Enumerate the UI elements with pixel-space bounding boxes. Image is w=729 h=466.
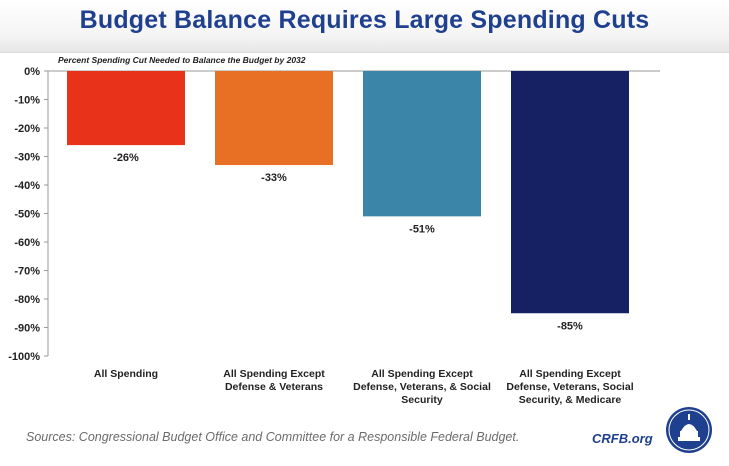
data-label: -26% xyxy=(113,152,139,164)
y-tick-label: -30% xyxy=(14,152,40,164)
x-tick-label: Defense & Veterans xyxy=(225,381,323,393)
value-labels: -26% -33% -51% -85% xyxy=(113,152,583,332)
y-tick-label: -90% xyxy=(14,323,40,335)
data-label: -51% xyxy=(409,223,435,235)
y-tick-label: -50% xyxy=(14,209,40,221)
y-tick-label: -70% xyxy=(14,266,40,278)
chart-subtitle: Percent Spending Cut Needed to Balance t… xyxy=(58,55,306,65)
y-tick-label: -20% xyxy=(14,123,40,135)
y-tick-label: -40% xyxy=(14,180,40,192)
data-label: -85% xyxy=(557,320,583,332)
capitol-dome-seal-icon xyxy=(666,407,712,453)
x-tick-label: All Spending Except xyxy=(223,368,325,380)
x-tick-label: All Spending Except xyxy=(519,368,621,380)
chart-title: Budget Balance Requires Large Spending C… xyxy=(79,6,650,34)
bar-chart: 0% -10% -20% -30% -40% -50% -60% -70% -80% -90% -1… xyxy=(8,66,660,406)
bars xyxy=(67,71,629,314)
x-tick-label: Security, & Medicare xyxy=(519,394,622,406)
x-tick-label: All Spending Except xyxy=(371,368,473,380)
y-tick-label: -60% xyxy=(14,237,40,249)
y-tick-label: 0% xyxy=(24,66,40,78)
y-tick-label: -100% xyxy=(8,351,40,363)
x-tick-label: All Spending xyxy=(94,368,158,380)
bar xyxy=(363,71,481,217)
bar xyxy=(215,71,333,166)
data-label: -33% xyxy=(261,172,287,184)
bar xyxy=(511,71,629,314)
x-tick-label: Defense, Veterans, & Social xyxy=(353,381,491,393)
bar xyxy=(67,71,185,146)
y-tick-label: -10% xyxy=(14,95,40,107)
title-band xyxy=(0,0,729,53)
x-tick-label: Security xyxy=(401,394,443,406)
source-note: Sources: Congressional Budget Office and… xyxy=(26,430,520,444)
x-tick-label: Defense, Veterans, Social xyxy=(506,381,633,393)
y-tick-label: -80% xyxy=(14,294,40,306)
brand-link[interactable]: CRFB.org xyxy=(592,431,653,446)
